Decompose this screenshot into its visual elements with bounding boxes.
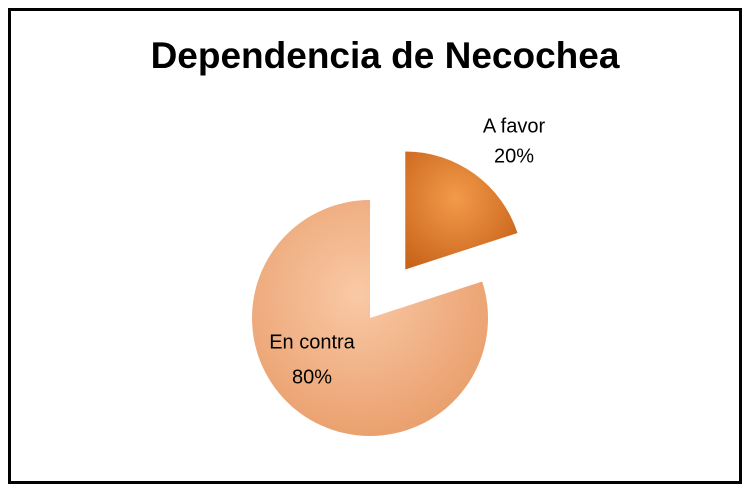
chart-title: Dependencia de Necochea [151,35,620,76]
slice-label: En contra [269,331,355,353]
pie-slice [252,200,488,436]
slice-value-label: 80% [292,366,332,388]
slice-label: A favor [483,115,546,137]
pie-slice [405,151,518,270]
slice-value-label: 20% [494,145,534,167]
